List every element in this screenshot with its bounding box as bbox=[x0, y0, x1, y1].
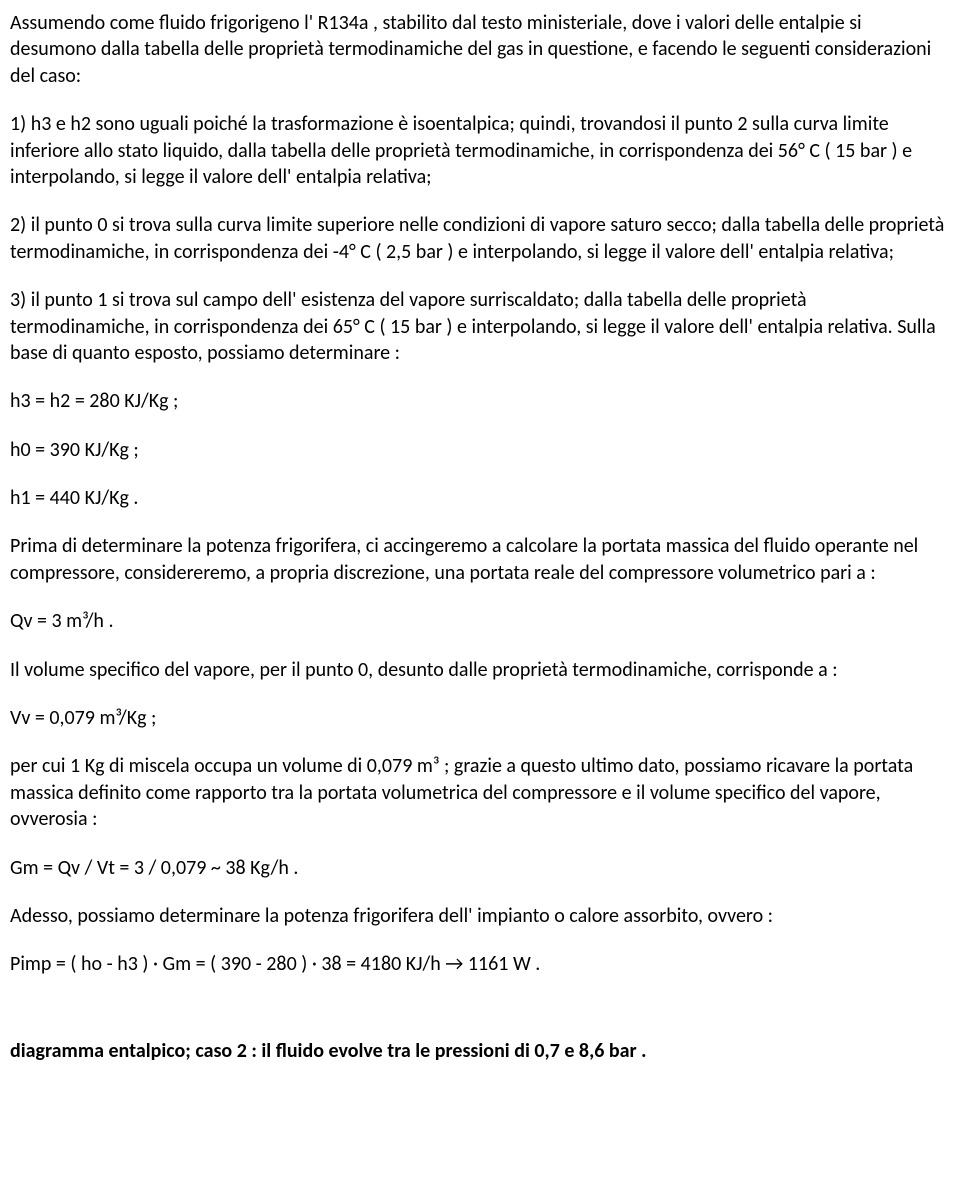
paragraph-vol-spec: Il volume specifico del vapore, per il p… bbox=[10, 657, 950, 683]
paragraph-item-2: 2) il punto 0 si trova sulla curva limit… bbox=[10, 212, 950, 265]
paragraph-portata: Prima di determinare la potenza frigorif… bbox=[10, 533, 950, 586]
value-gm: Gm = Qv / Vt = 3 / 0,079 ~ 38 Kg/h . bbox=[10, 855, 950, 881]
paragraph-intro: Assumendo come fluido frigorigeno l' R13… bbox=[10, 10, 950, 89]
value-vv: Vv = 0,079 m³/Kg ; bbox=[10, 705, 950, 731]
value-h0: h0 = 390 KJ/Kg ; bbox=[10, 437, 950, 463]
value-qv: Qv = 3 m³/h . bbox=[10, 608, 950, 634]
paragraph-gm-desc: per cui 1 Kg di miscela occupa un volume… bbox=[10, 753, 950, 832]
paragraph-pimp-desc: Adesso, possiamo determinare la potenza … bbox=[10, 903, 950, 929]
paragraph-item-1: 1) h3 e h2 sono uguali poiché la trasfor… bbox=[10, 111, 950, 190]
paragraph-item-3: 3) il punto 1 si trova sul campo dell' e… bbox=[10, 287, 950, 366]
value-h3-h2: h3 = h2 = 280 KJ/Kg ; bbox=[10, 388, 950, 414]
value-pimp: Pimp = ( ho - h3 ) · Gm = ( 390 - 280 ) … bbox=[10, 951, 950, 977]
footer-caption: diagramma entalpico; caso 2 : il fluido … bbox=[10, 1038, 950, 1064]
value-h1: h1 = 440 KJ/Kg . bbox=[10, 485, 950, 511]
